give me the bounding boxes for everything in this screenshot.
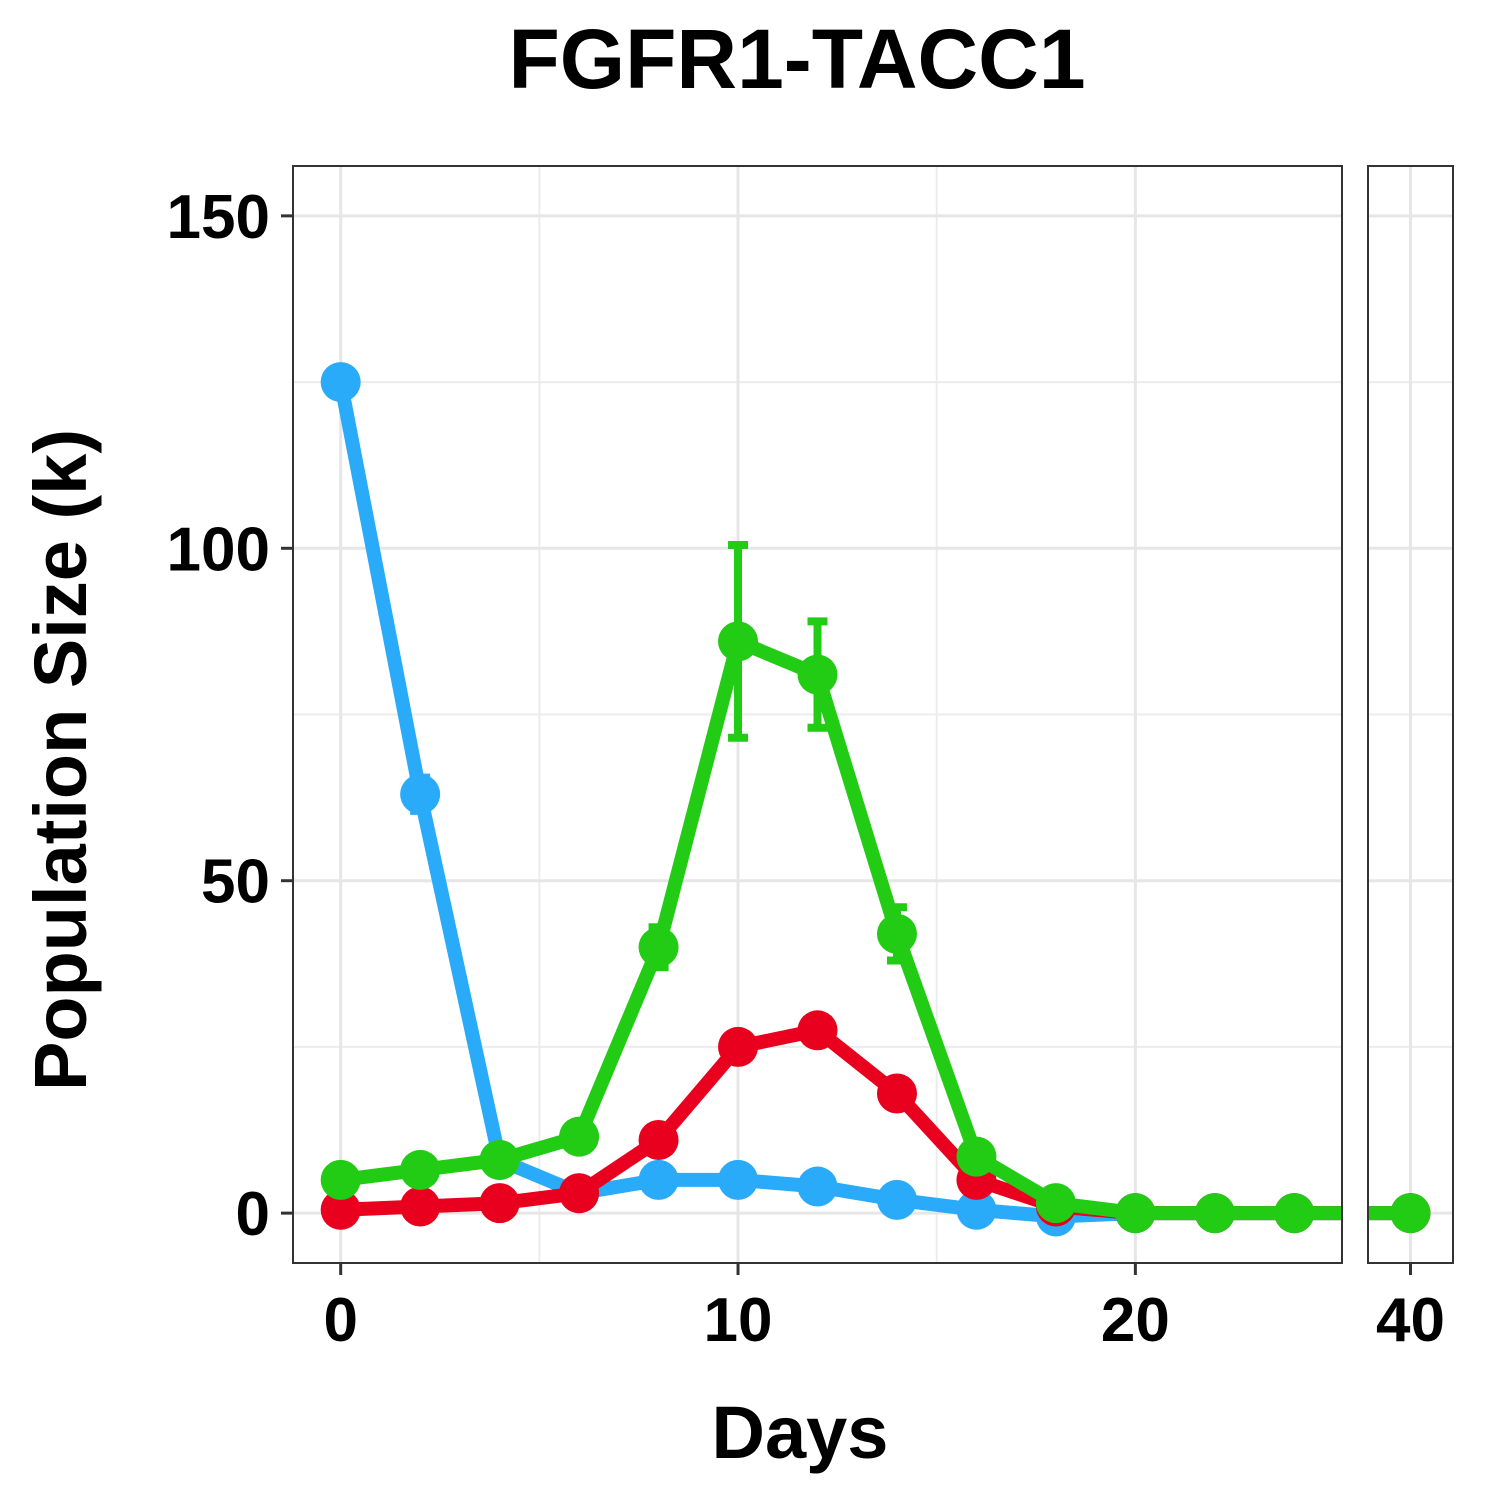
data-point	[797, 1166, 838, 1207]
data-point	[638, 927, 679, 968]
series-layer	[320, 362, 1342, 1237]
x-tick-label: 0	[323, 1286, 357, 1355]
series-line-0	[333, 380, 1342, 1224]
x-tick-label: 40	[1376, 1286, 1445, 1355]
data-point	[400, 1186, 441, 1227]
y-axis: 0 50 100 150	[167, 183, 293, 1249]
y-tick-label: 150	[167, 183, 270, 252]
chart-title: FGFR1-TACC1	[508, 12, 1085, 106]
data-point	[956, 1189, 997, 1230]
data-point	[1194, 1193, 1235, 1234]
data-point	[718, 1026, 759, 1067]
data-point	[1035, 1183, 1076, 1224]
y-axis-title: Population Size (k)	[19, 429, 102, 1091]
data-point	[718, 621, 759, 662]
data-point	[638, 1159, 679, 1200]
data-point	[320, 1159, 361, 1200]
data-point	[479, 1183, 520, 1224]
x-tick-label: 10	[704, 1286, 773, 1355]
data-point	[718, 1159, 759, 1200]
data-point	[1390, 1193, 1431, 1234]
data-point	[320, 1189, 361, 1230]
data-point	[559, 1173, 600, 1214]
series-line-1	[340, 1023, 1342, 1221]
data-point	[1115, 1193, 1156, 1234]
plot-panel-day40	[1367, 165, 1454, 1264]
y-tick-label: 100	[167, 515, 270, 584]
data-point	[638, 1120, 679, 1161]
x-tick-label: 20	[1101, 1286, 1170, 1355]
y-tick-label: 0	[236, 1180, 270, 1249]
panel-border	[292, 165, 1343, 1264]
data-point	[876, 913, 917, 954]
data-point	[797, 1010, 838, 1051]
data-point	[1274, 1193, 1315, 1234]
data-point	[400, 1149, 441, 1190]
data-point	[320, 362, 361, 403]
plot-panel-main	[292, 165, 1343, 1264]
data-point	[876, 1179, 917, 1220]
y-tick-label: 50	[201, 848, 270, 917]
x-axis-title: Days	[712, 1391, 889, 1474]
data-point	[956, 1136, 997, 1177]
x-axis: 0 10 20 40	[323, 1263, 1445, 1355]
series-line-0	[1368, 1206, 1411, 1221]
data-point	[559, 1116, 600, 1157]
series-layer	[1368, 1193, 1431, 1234]
data-point	[400, 774, 441, 815]
data-point	[479, 1139, 520, 1180]
data-point	[797, 654, 838, 695]
data-point	[876, 1073, 917, 1114]
